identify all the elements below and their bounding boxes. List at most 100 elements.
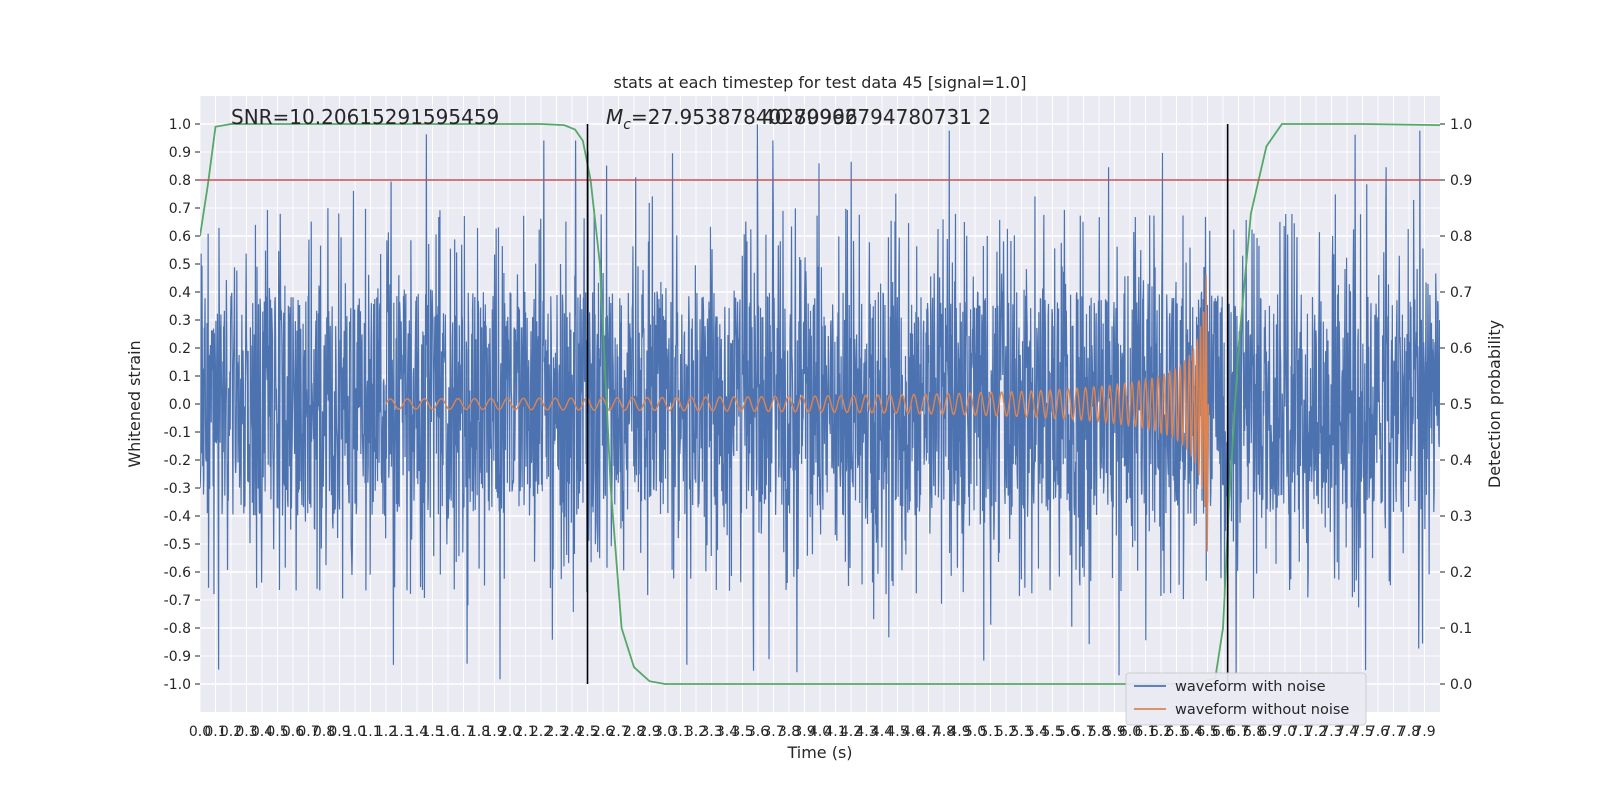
- chirp-mass-symbol: M: [606, 105, 623, 129]
- x-tick-label: 0.2: [220, 724, 242, 740]
- x-tick-label: 1.3: [390, 724, 412, 740]
- x-tick-label: 1.4: [406, 724, 428, 740]
- x-tick-label: 7.4: [1336, 724, 1358, 740]
- y-tick-labels: 1.0 0.9 0.8 0.7 0.6 0.5 0.4 0.3 0.2 0.1 0.0 -0.1 -0.…: [164, 117, 200, 693]
- x-tick-label: 0.9: [328, 724, 350, 740]
- y2-tick-label: 0.3: [1450, 509, 1472, 525]
- series-waveform-with-noise-line: [200, 124, 1440, 680]
- x-tick-label: 6.6: [1212, 724, 1234, 740]
- x-tick-label: 0.8: [313, 724, 335, 740]
- y2-tick-label: 0.0: [1450, 677, 1472, 693]
- x-tick-labels: 0.00.10.20.30.40.50.60.70.80.91.01.11.21…: [189, 724, 1436, 740]
- x-tick-label: 0.0: [189, 724, 211, 740]
- x-tick-label: 6.0: [1119, 724, 1141, 740]
- x-tick-label: 4.2: [840, 724, 862, 740]
- x-tick-label: 2.1: [514, 724, 536, 740]
- series-detection-probability-line: [200, 123, 1440, 685]
- y2-tick-label: 0.4: [1450, 453, 1472, 469]
- x-tick-label: 1.9: [483, 724, 505, 740]
- y-tick-label: 0.2: [169, 341, 191, 357]
- y-tick-label: 0.4: [169, 285, 191, 301]
- x-tick-label: 3.9: [793, 724, 815, 740]
- x-tick-label: 5.6: [1057, 724, 1079, 740]
- x-tick-label: 6.2: [1150, 724, 1172, 740]
- snr-annotation: SNR=10.20615291595459: [231, 105, 499, 129]
- x-tick-label: 3.5: [731, 724, 753, 740]
- x-tick-label: 5.0: [964, 724, 986, 740]
- x-tick-label: 1.8: [468, 724, 490, 740]
- x-tick-label: 6.9: [1258, 724, 1280, 740]
- x-tick-label: 4.1: [824, 724, 846, 740]
- x-tick-label: 6.1: [1134, 724, 1156, 740]
- y-tick-label: 0.3: [169, 313, 191, 329]
- chirp-mass-annotation: Mc=27.95387840270996: [606, 105, 858, 133]
- y-tick-label: 0.0: [169, 397, 191, 413]
- x-tick-label: 1.1: [359, 724, 381, 740]
- x-tick-label: 2.7: [607, 724, 629, 740]
- overlapping-annotation: 40.89962794780731 2: [762, 105, 991, 129]
- x-tick-label: 0.5: [266, 724, 288, 740]
- chirp-mass-value: =27.95387840270996: [631, 105, 858, 129]
- x-tick-label: 7.8: [1398, 724, 1420, 740]
- x-tick-label: 5.9: [1103, 724, 1125, 740]
- x-tick-label: 1.5: [421, 724, 443, 740]
- x-tick-label: 3.4: [716, 724, 738, 740]
- x-tick-label: 1.0: [344, 724, 366, 740]
- x-tick-label: 0.7: [297, 724, 319, 740]
- y-tick-label: -0.5: [164, 537, 191, 553]
- x-tick-label: 4.0: [809, 724, 831, 740]
- x-tick-label: 5.8: [1088, 724, 1110, 740]
- y-tick-label: 0.1: [169, 369, 191, 385]
- x-tick-label: 3.0: [654, 724, 676, 740]
- y-tick-label: -0.7: [164, 593, 191, 609]
- y-tick-label: -0.1: [164, 425, 191, 441]
- y-tick-label: -0.6: [164, 565, 191, 581]
- x-tick-label: 3.7: [762, 724, 784, 740]
- x-tick-label: 3.2: [685, 724, 707, 740]
- x-tick-label: 5.1: [979, 724, 1001, 740]
- x-tick-label: 5.5: [1041, 724, 1063, 740]
- x-tick-label: 5.4: [1026, 724, 1048, 740]
- y-tick-label: -0.9: [164, 649, 191, 665]
- x-tick-label: 2.8: [623, 724, 645, 740]
- y-tick-label: -0.8: [164, 621, 191, 637]
- y-tick-label: 0.5: [169, 257, 191, 273]
- x-tick-label: 4.5: [886, 724, 908, 740]
- y2-tick-label: 0.1: [1450, 621, 1472, 637]
- legend-label-waveform-without-noise: waveform without noise: [1175, 702, 1349, 718]
- x-tick-label: 4.9: [948, 724, 970, 740]
- x-tick-label: 6.4: [1181, 724, 1203, 740]
- y2-tick-labels: 1.0 0.9 0.8 0.7 0.6 0.5 0.4 0.3 0.2 0.1 0.0: [1440, 117, 1472, 693]
- x-tick-label: 7.2: [1305, 724, 1327, 740]
- y-tick-label: 0.6: [169, 229, 191, 245]
- x-tick-label: 1.2: [375, 724, 397, 740]
- x-tick-label: 0.6: [282, 724, 304, 740]
- x-tick-label: 5.3: [1010, 724, 1032, 740]
- y-tick-label: -1.0: [164, 677, 191, 693]
- y-tick-label: 0.8: [169, 173, 191, 189]
- x-tick-label: 2.4: [561, 724, 583, 740]
- x-tick-label: 7.7: [1382, 724, 1404, 740]
- x-tick-label: 7.6: [1367, 724, 1389, 740]
- x-tick-label: 1.7: [452, 724, 474, 740]
- x-tick-label: 7.5: [1351, 724, 1373, 740]
- y2-tick-label: 0.2: [1450, 565, 1472, 581]
- x-tick-label: 4.7: [917, 724, 939, 740]
- y-tick-label: 0.7: [169, 201, 191, 217]
- y2-tick-label: 0.9: [1450, 173, 1472, 189]
- x-tick-label: 3.1: [669, 724, 691, 740]
- legend: waveform with noise waveform without noi…: [1125, 672, 1367, 726]
- legend-box: [1125, 672, 1367, 726]
- x-tick-label: 7.0: [1274, 724, 1296, 740]
- chirp-mass-subscript: c: [623, 117, 631, 133]
- y-tick-label: 1.0: [169, 117, 191, 133]
- y-tick-label: -0.2: [164, 453, 191, 469]
- y2-tick-label: 0.6: [1450, 341, 1472, 357]
- x-tick-label: 6.3: [1165, 724, 1187, 740]
- y2-axis-label: Detection probability: [1485, 320, 1504, 488]
- x-tick-label: 7.1: [1289, 724, 1311, 740]
- x-tick-label: 6.8: [1243, 724, 1265, 740]
- y2-tick-label: 0.7: [1450, 285, 1472, 301]
